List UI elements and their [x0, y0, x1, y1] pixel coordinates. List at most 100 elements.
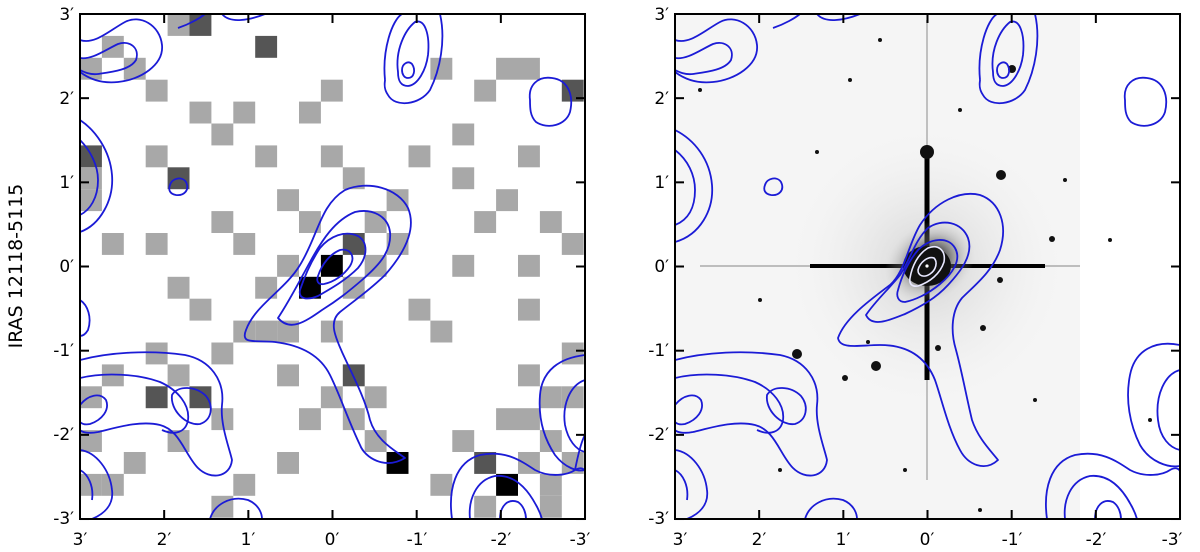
- contour-3: [896, 239, 959, 303]
- xray-pixel: [145, 386, 168, 409]
- y-tick-label: -1′: [53, 341, 74, 361]
- xray-pixel: [189, 101, 212, 124]
- xray-pixel: [430, 320, 453, 343]
- y-tick-label: 1′: [59, 173, 74, 193]
- contour-4: [909, 246, 946, 287]
- xray-pixel: [211, 342, 234, 365]
- contour-bottom-left-3: [766, 387, 807, 425]
- contour-outer: [243, 184, 412, 464]
- contour-4: [316, 248, 354, 286]
- star: [698, 88, 702, 92]
- xray-pixel: [80, 57, 102, 80]
- xray-pixel: [123, 452, 146, 474]
- contour-bottom-mid: [209, 497, 263, 519]
- xray-pixel: [539, 211, 562, 233]
- xray-pixel: [233, 233, 256, 255]
- optical-stars: [698, 38, 1152, 512]
- contour-right: [528, 76, 573, 127]
- contour-top-left-2: [675, 42, 733, 76]
- contour-bottom-right-3: [499, 500, 527, 519]
- contour-top-right: [383, 14, 444, 104]
- y-tick-label: 0′: [59, 257, 74, 277]
- star: [842, 375, 848, 381]
- x-tick-label: 1′: [836, 530, 851, 550]
- xray-pixel: [320, 254, 343, 277]
- contour-outer: [837, 193, 1004, 467]
- contour-2: [865, 221, 971, 323]
- contour-small-loop: [763, 177, 784, 196]
- contour-bottom-right-3: [1094, 500, 1122, 519]
- star: [866, 340, 870, 344]
- xray-pixel: [474, 495, 497, 518]
- contour-top-right-2: [991, 20, 1025, 87]
- star: [920, 145, 934, 159]
- x-tick-label: -1′: [407, 530, 428, 550]
- star: [1148, 418, 1152, 422]
- xray-pixel: [80, 189, 102, 212]
- x-tick-label: -1′: [1002, 530, 1023, 550]
- contour-bottom-left: [80, 351, 233, 477]
- contour-bottom-left-2: [80, 373, 190, 434]
- xray-ticks: [79, 13, 587, 521]
- xray-pixel: [364, 211, 387, 233]
- xray-contours: [80, 14, 585, 519]
- xray-pixel: [518, 254, 540, 277]
- y-tick-label: -3′: [648, 509, 669, 529]
- xray-pixel: [299, 276, 321, 299]
- xray-pixel: [539, 495, 562, 518]
- xray-x-tick-labels: 3′ 2′ 1′ 0′ -1′ -2′ -3′: [73, 530, 591, 550]
- xray-pixel: [101, 473, 124, 496]
- x-tick-label: 0′: [325, 530, 340, 550]
- star: [871, 361, 881, 371]
- contour-left-edge-2: [80, 139, 99, 216]
- xray-pixel: [518, 364, 540, 387]
- xray-pixel: [518, 57, 540, 80]
- star: [997, 277, 1003, 283]
- xray-pixel: [167, 276, 190, 299]
- xray-pixel: [320, 79, 343, 102]
- x-tick-label: -2′: [491, 530, 512, 550]
- xray-pixel: [342, 408, 365, 431]
- xray-pixel: [496, 408, 518, 431]
- contour-3: [298, 232, 367, 300]
- x-tick-label: 1′: [241, 530, 256, 550]
- contour-left-edge-2: [675, 149, 696, 226]
- xray-pixel: [277, 254, 299, 277]
- xray-pixel: [561, 79, 584, 102]
- xray-pixel: [408, 145, 431, 168]
- xray-pixel: [561, 342, 584, 365]
- optical-y-tick-labels: 3′ 2′ 1′ 0′ -1′ -2′ -3′: [648, 5, 669, 529]
- contour-top-left-2: [80, 42, 138, 76]
- y-tick-label: 2′: [654, 89, 669, 109]
- xray-pixel: [518, 145, 540, 168]
- y-tick-label: 1′: [654, 173, 669, 193]
- contour-top-left: [675, 18, 758, 84]
- xray-pixel: [496, 189, 518, 212]
- contour-2: [277, 210, 391, 326]
- xray-pixel: [277, 452, 299, 474]
- contour-top-right-3: [401, 61, 415, 79]
- xray-pixel: [452, 123, 475, 146]
- xray-pixel: [123, 57, 146, 80]
- xray-pixel: [299, 408, 321, 431]
- x-tick-label: -3′: [570, 530, 591, 550]
- xray-y-tick-labels: 3′ 2′ 1′ 0′ -1′ -2′ -3′: [53, 5, 74, 529]
- x-tick-label: 0′: [920, 530, 935, 550]
- xray-pixel: [561, 233, 584, 255]
- y-tick-label: -1′: [648, 341, 669, 361]
- star: [1108, 238, 1112, 242]
- contour-top-mid: [177, 14, 266, 29]
- contour-left-mid: [80, 299, 91, 337]
- xray-pixel: [474, 452, 497, 474]
- xray-pixel: [233, 320, 256, 343]
- contour-bottom-right-2: [468, 475, 543, 519]
- xray-pixel: [145, 145, 168, 168]
- xray-pixel: [277, 189, 299, 212]
- contour-right: [1123, 76, 1168, 127]
- star: [958, 108, 962, 112]
- contour-bottom-left-5: [675, 449, 709, 519]
- x-tick-label: -2′: [1086, 530, 1107, 550]
- y-tick-label: -2′: [648, 425, 669, 445]
- star: [848, 78, 852, 82]
- xray-pixel: [342, 233, 365, 255]
